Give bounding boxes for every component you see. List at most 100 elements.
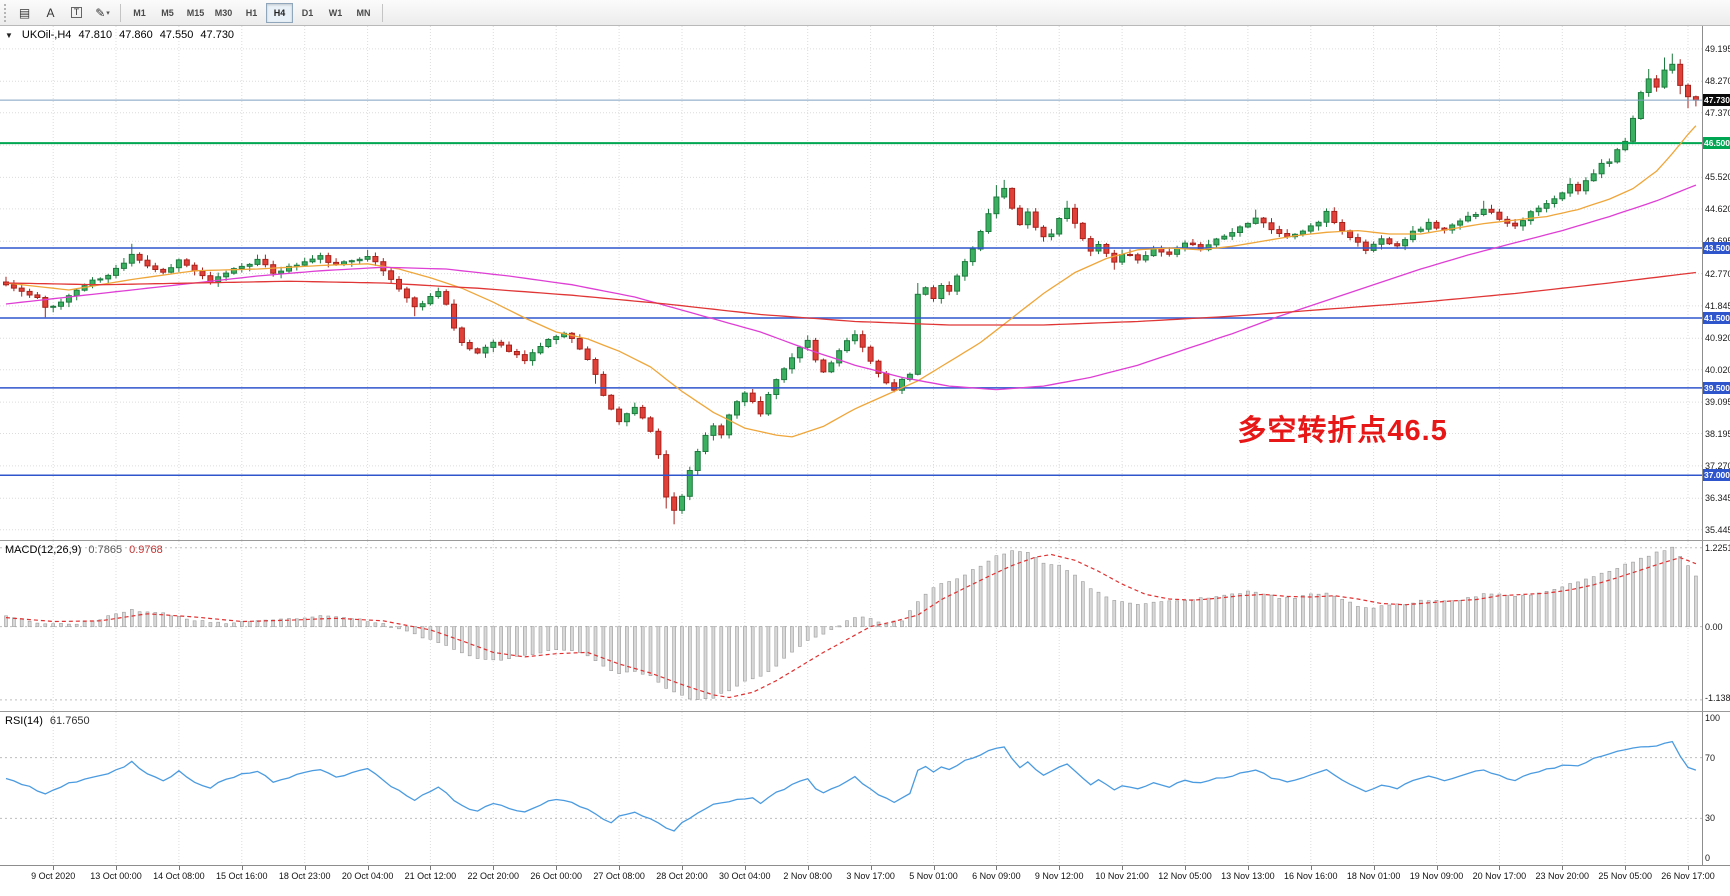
macd-histogram-bar [381, 623, 386, 628]
timeframe-h1[interactable]: H1 [238, 3, 265, 23]
macd-plot[interactable] [0, 541, 1702, 711]
macd-histogram-bar [1552, 588, 1557, 627]
macd-histogram-bar [326, 615, 331, 627]
macd-histogram-bar [1395, 603, 1399, 628]
macd-histogram-bar [1599, 572, 1604, 627]
macd-histogram-bar [405, 626, 409, 632]
macd-histogram-bar [1081, 581, 1085, 627]
macd-histogram-bar [617, 626, 621, 674]
macd-histogram-bar [1371, 607, 1376, 627]
text-frame-tool[interactable]: T [64, 3, 89, 23]
time-axis[interactable]: 9 Oct 2020 13 Oct 00:00 14 Oct 08:00 15 Oct… [0, 865, 1730, 896]
macd-histogram-bar [318, 615, 323, 627]
macd-histogram-bar [1269, 594, 1274, 627]
macd-histogram-bar [1206, 597, 1211, 627]
macd-histogram-bar [1513, 595, 1517, 627]
macd-histogram-bar [994, 555, 999, 627]
macd-histogram-bar [1096, 591, 1101, 627]
time-axis-tick [996, 866, 998, 870]
macd-histogram-bar [798, 626, 802, 647]
macd-histogram-bar [1175, 600, 1179, 627]
macd-histogram-bar [884, 623, 889, 627]
time-axis-label: 9 Nov 12:00 [1034, 871, 1084, 881]
macd-histogram-bar [475, 626, 480, 659]
macd-histogram-bar [656, 626, 661, 683]
chart-grid-tool[interactable]: ▤ [12, 3, 37, 23]
price-axis[interactable]: 49.195 48.270 47.370 45.520 44.620 43.695 42.7… [1702, 26, 1730, 540]
symbol-dropdown-icon[interactable]: ▼ [5, 31, 13, 40]
macd-histogram-bar [1686, 565, 1690, 627]
macd-histogram-bar [1419, 599, 1423, 628]
macd-histogram-bar [978, 565, 983, 628]
macd-histogram-bar [412, 626, 417, 635]
macd-histogram-bar [1560, 586, 1565, 627]
time-axis-label: 23 Nov 20:00 [1535, 871, 1590, 881]
macd-histogram-bar [1521, 595, 1525, 627]
price-level-badge: 46.500 [1703, 137, 1730, 150]
macd-histogram-bar [1191, 599, 1195, 627]
macd-histogram-bar [1631, 561, 1635, 627]
text-frame-tool-icon: T [70, 7, 83, 18]
macd-histogram-bar [546, 626, 551, 651]
macd-axis-label: 1.2251 [1705, 542, 1730, 553]
ohlc-high: 47.860 [119, 29, 153, 41]
text-label-tool[interactable]: A [38, 3, 63, 23]
macd-histogram-bar [672, 626, 676, 693]
macd-histogram-bar [153, 612, 158, 627]
macd-histogram-bar [192, 620, 197, 627]
timeframe-m1[interactable]: M1 [126, 3, 153, 23]
candlestick-plot[interactable] [0, 26, 1702, 540]
ma-fast-orange [5, 125, 1697, 438]
timeframe-d1[interactable]: D1 [294, 3, 321, 23]
timeframe-w1[interactable]: W1 [322, 3, 349, 23]
time-axis-label: 5 Nov 01:00 [909, 871, 958, 881]
rsi-plot[interactable] [0, 712, 1702, 864]
time-axis-label: 28 Oct 20:00 [656, 871, 708, 881]
macd-histogram-bar [1639, 557, 1643, 627]
macd-histogram-bar [4, 615, 8, 627]
macd-axis[interactable]: 1.2251 0.00 -1.1383 [1702, 541, 1730, 711]
timeframe-m15[interactable]: M15 [182, 3, 209, 23]
macd-histogram-bar [1450, 600, 1454, 627]
macd-histogram-bar [1387, 604, 1392, 627]
macd-histogram-bar [570, 626, 574, 651]
time-axis-label: 12 Nov 05:00 [1158, 871, 1212, 881]
macd-histogram-bar [279, 618, 283, 627]
timeframe-h4[interactable]: H4 [266, 2, 293, 23]
macd-histogram-bar [51, 623, 56, 627]
time-axis-tick [1185, 866, 1186, 870]
rsi-axis-label: 70 [1705, 752, 1716, 763]
macd-histogram-bar [1253, 591, 1258, 628]
draw-tool[interactable]: ✎ ▾ [90, 3, 115, 23]
timeframe-m5[interactable]: M5 [154, 3, 181, 23]
macd-histogram-bar [601, 626, 606, 667]
macd-histogram-bar [1214, 596, 1219, 627]
timeframe-m30[interactable]: M30 [210, 3, 237, 23]
chart-annotation-text: 多空转折点46.5 [1237, 414, 1448, 447]
macd-histogram-bar [1018, 551, 1022, 627]
price-axis-label: 40.020 [1705, 364, 1730, 375]
macd-histogram-bar [742, 626, 747, 682]
macd-histogram-bar [538, 626, 543, 654]
time-axis-label: 26 Oct 00:00 [530, 871, 582, 881]
macd-histogram-bar [829, 626, 834, 630]
time-axis-label: 20 Oct 04:00 [341, 871, 394, 881]
macd-histogram-bar [853, 617, 857, 627]
macd-histogram-bar [59, 623, 63, 628]
macd-histogram-bar [1057, 564, 1061, 627]
price-axis-label: 37.270 [1705, 460, 1730, 471]
timeframe-mn[interactable]: MN [350, 3, 377, 23]
time-axis-label: 25 Nov 05:00 [1598, 871, 1652, 881]
time-axis-tick [870, 866, 872, 870]
macd-histogram-bar [114, 613, 118, 628]
macd-name: MACD(12,26,9) [5, 544, 82, 556]
macd-histogram-bar [664, 626, 669, 689]
macd-histogram-bar [216, 621, 220, 627]
macd-histogram-bar [200, 620, 205, 627]
macd-histogram-bar [169, 615, 173, 627]
macd-histogram-bar [1607, 570, 1612, 627]
macd-histogram-bar [1694, 575, 1698, 627]
ma-slow-red [5, 271, 1696, 326]
macd-histogram-bar [1489, 593, 1494, 627]
rsi-axis[interactable]: 100 70 30 0 [1702, 712, 1730, 865]
